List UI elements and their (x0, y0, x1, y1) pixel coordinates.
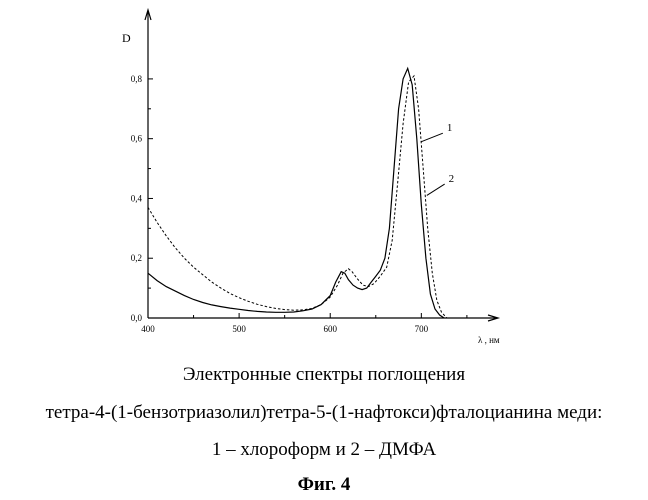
chart-ticks: 0,0 0,2 0,4 0,6 0,8 400 500 600 700 (131, 74, 467, 334)
x-tick-label: 400 (141, 324, 155, 334)
x-tick-label: 700 (415, 324, 429, 334)
chart-labels: Dλ , нм 1 2 (122, 31, 500, 345)
y-tick-label: 0,4 (131, 193, 143, 203)
absorption-spectra-chart: 0,0 0,2 0,4 0,6 0,8 400 500 600 700 Dλ , нм 1 2 (0, 0, 648, 360)
curve-leader-line (421, 133, 443, 141)
chart-series (148, 68, 447, 318)
curve-label-2: 2 (449, 173, 455, 185)
y-tick-label: 0,8 (131, 74, 143, 84)
caption-line-3: 1 – хлороформ и 2 – ДМФА (0, 439, 648, 461)
y-tick-label: 0,2 (131, 253, 142, 263)
caption-line-1: Электронные спектры поглощения (0, 364, 648, 386)
y-tick-label: 0,6 (131, 134, 143, 144)
curve-leader-line (427, 184, 445, 195)
chart-axes (145, 10, 498, 321)
y-tick-label: 0,0 (131, 313, 143, 323)
figure-number: Фиг. 4 (0, 474, 648, 496)
x-tick-label: 600 (323, 324, 337, 334)
series-line-2 (148, 76, 447, 318)
caption-line-2: тетра-4-(1-бензотриазолил)тетра-5-(1-наф… (0, 402, 648, 424)
curve-label-1: 1 (447, 122, 453, 134)
x-tick-label: 500 (232, 324, 246, 334)
x-axis-label: λ , нм (478, 335, 500, 345)
series-line-1 (148, 68, 444, 318)
y-axis-label: D (122, 31, 131, 45)
